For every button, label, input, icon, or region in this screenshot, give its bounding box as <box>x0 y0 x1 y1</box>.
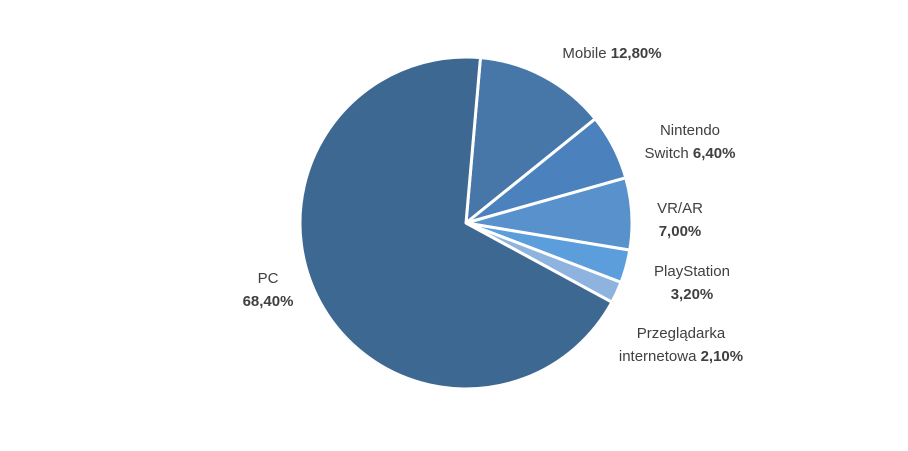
pie-label-nintendo-switch: Nintendo Switch 6,40% <box>645 122 736 162</box>
pie-label-pc: PC 68,40% <box>243 270 294 310</box>
pie-labels: Mobile 12,80% Nintendo Switch 6,40% VR/AR 7,… <box>243 45 744 365</box>
pie-value-label: 6,40% <box>693 145 736 162</box>
pie-slices <box>298 55 634 391</box>
pie-slice-mobile <box>464 56 597 225</box>
pie-value-label: 7,00% <box>659 223 702 240</box>
pie-slice-pc <box>298 55 614 391</box>
pie-label-vr-ar: VR/AR 7,00% <box>657 200 703 240</box>
pie-label-przeglądarka-internetowa: Przeglądarka internetowa 2,10% <box>619 325 743 365</box>
pie-label-playstation: PlayStation 3,20% <box>654 263 730 303</box>
pie-value-label: 2,10% <box>701 348 744 365</box>
pie-value-label: 12,80% <box>611 45 662 62</box>
pie-value-label: 3,20% <box>671 286 714 303</box>
pie-label-mobile: Mobile 12,80% <box>562 45 661 62</box>
pie-value-label: 68,40% <box>243 293 294 310</box>
